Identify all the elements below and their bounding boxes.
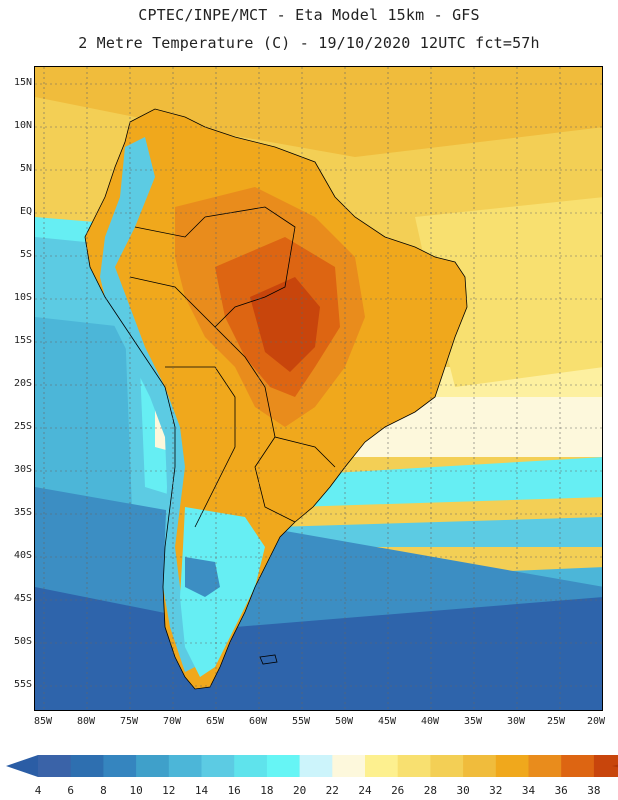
lat-label-15n: 15N <box>13 77 32 88</box>
lon-label-40w: 40W <box>420 716 440 727</box>
temperature-map[interactable] <box>34 66 603 711</box>
colorbar-tick-label: 34 <box>521 784 536 797</box>
colorbar-segment <box>38 755 72 777</box>
colorbar-tick-label: 4 <box>34 784 42 797</box>
lon-label-30w: 30W <box>506 716 526 727</box>
colorbar-tick-label: 6 <box>67 784 74 797</box>
colorbar-tick-label: 36 <box>554 784 568 797</box>
colorbar-segment <box>528 755 562 777</box>
colorbar-tick-label: 20 <box>292 784 307 797</box>
lon-label-55w: 55W <box>291 716 311 727</box>
lon-label-65w: 65W <box>205 716 225 727</box>
colorbar-segment <box>495 755 529 777</box>
colorbar-tick-label: 22 <box>325 784 339 797</box>
colorbar-segment <box>463 755 497 777</box>
colorbar-tick-label: 24 <box>358 784 372 797</box>
lon-label-45w: 45W <box>377 716 397 727</box>
lat-label-35s: 35S <box>13 507 32 518</box>
lon-label-35w: 35W <box>463 716 483 727</box>
colorbar-segment <box>103 755 137 777</box>
lat-label-20s: 20S <box>13 378 32 389</box>
colorbar-tick-label: 10 <box>129 784 143 797</box>
colorbar-tick-label: 28 <box>423 784 438 797</box>
map-title-line1: CPTEC/INPE/MCT - Eta Model 15km - GFS <box>138 6 480 24</box>
caribbean-warm <box>35 67 602 157</box>
lat-label-5s: 5S <box>19 249 32 260</box>
lat-label-40s: 40S <box>13 550 32 561</box>
colorbar-segment <box>234 755 268 777</box>
colorbar-tick-label: 30 <box>456 784 470 797</box>
lon-label-80w: 80W <box>76 716 96 727</box>
colorbar-tick-label: 8 <box>100 784 107 797</box>
patagonia-cold <box>185 557 220 597</box>
colorbar-tick-label: 38 <box>587 784 601 797</box>
temperature-colorbar <box>6 755 618 777</box>
colorbar-segment <box>168 755 202 777</box>
colorbar-segment <box>397 755 431 777</box>
colorbar-segment <box>365 755 399 777</box>
lat-label-10n: 10N <box>13 120 32 131</box>
colorbar-segment <box>430 755 464 777</box>
colorbar-segment <box>266 755 301 777</box>
lat-label-10s: 10S <box>13 292 32 303</box>
colorbar-segment <box>299 755 333 777</box>
lat-label-15s: 15S <box>13 335 32 346</box>
colorbar-segment <box>70 755 104 777</box>
colorbar-tick-label: 16 <box>227 784 241 797</box>
colorbar-segment <box>332 755 366 777</box>
lat-label-55s: 55S <box>13 679 32 690</box>
andean-borders <box>129 216 236 528</box>
lon-label-20w: 20W <box>586 716 606 727</box>
patagonia-cool <box>180 507 265 677</box>
colorbar-high-arrow <box>612 764 618 768</box>
colorbar-segment <box>593 755 618 777</box>
colorbar-segment <box>136 755 170 777</box>
colorbar-tick-label: 32 <box>489 784 503 797</box>
lat-label-eq: EQ <box>19 206 32 217</box>
interior-extreme <box>250 277 320 372</box>
map-title-line2: 2 Metre Temperature (C) - 19/10/2020 12U… <box>78 34 540 52</box>
lat-label-45s: 45S <box>13 593 32 604</box>
colorbar-segment <box>561 755 595 777</box>
colorbar-tick-label: 12 <box>162 784 176 797</box>
lon-label-70w: 70W <box>162 716 182 727</box>
southern-borders <box>254 436 296 523</box>
map-canvas <box>35 67 602 710</box>
lat-label-25s: 25S <box>13 421 32 432</box>
lon-label-85w: 85W <box>33 716 53 727</box>
colorbar-low-arrow <box>6 755 38 777</box>
lat-label-30s: 30S <box>13 464 32 475</box>
lon-label-60w: 60W <box>248 716 268 727</box>
lon-label-75w: 75W <box>119 716 139 727</box>
colorbar-tick-label: 18 <box>260 784 274 797</box>
brazil-border <box>204 206 336 468</box>
lon-label-25w: 25W <box>546 716 566 727</box>
lat-label-50s: 50S <box>13 636 32 647</box>
falklands <box>259 654 278 665</box>
andes-cool <box>100 137 195 672</box>
colorbar-tick-label: 14 <box>194 784 209 797</box>
atlantic-yellow <box>415 197 602 387</box>
colorbar-segment <box>201 755 235 777</box>
colorbar-tick-label: 26 <box>391 784 405 797</box>
lat-label-5n: 5N <box>19 163 32 174</box>
lon-label-50w: 50W <box>334 716 354 727</box>
